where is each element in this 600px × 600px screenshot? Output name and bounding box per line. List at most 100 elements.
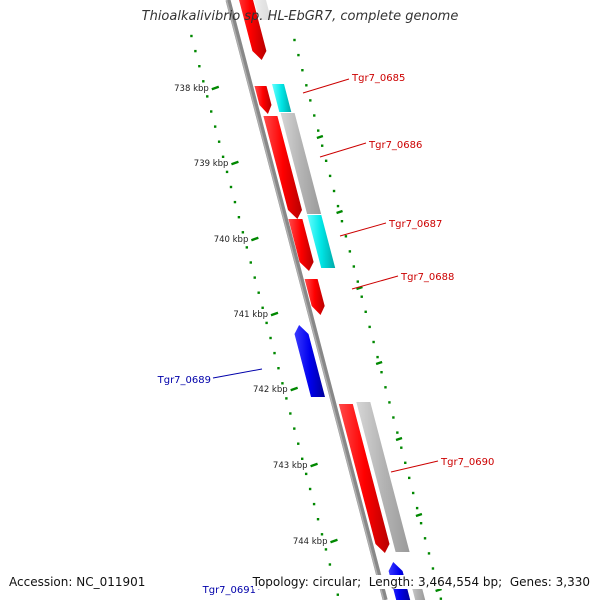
track-dot xyxy=(352,265,356,268)
scale-label: 740 kbp xyxy=(214,235,249,245)
track-dot xyxy=(305,84,308,87)
scale-major-tick xyxy=(290,386,299,392)
length-label: Length: xyxy=(368,575,415,589)
topology-value: circular xyxy=(312,575,358,589)
scale-dot xyxy=(225,170,229,174)
track-dot xyxy=(427,552,431,555)
cds-feature-bar xyxy=(254,0,272,20)
track-major-tick xyxy=(316,134,324,140)
track-dot xyxy=(344,235,348,238)
rna-feature-bar xyxy=(307,215,336,268)
gene-leader-line xyxy=(212,368,263,379)
scale-dot xyxy=(304,472,308,476)
gene-leader-line xyxy=(339,222,387,237)
scale-label: 742 kbp xyxy=(253,385,288,395)
track-major-tick xyxy=(415,512,423,518)
accession-info: Accession: NC_011901 xyxy=(9,575,146,589)
gene-arrow-tgr7_0686[interactable] xyxy=(263,116,302,219)
track-dot xyxy=(317,129,320,132)
track-major-tick xyxy=(435,587,442,593)
track-major-tick xyxy=(395,436,403,442)
gene-label-tgr7_0691[interactable]: Tgr7_0691 xyxy=(202,585,256,596)
gene-label-tgr7_0685[interactable]: Tgr7_0685 xyxy=(351,73,405,84)
gene-label-tgr7_0688[interactable]: Tgr7_0688 xyxy=(400,272,454,283)
scale-dot xyxy=(301,457,304,460)
gene-leader-line xyxy=(351,275,399,290)
scale-dot xyxy=(210,110,213,113)
scale-dot xyxy=(320,533,324,536)
scale-dot xyxy=(285,397,288,400)
track-dot xyxy=(356,280,359,283)
track-dot xyxy=(439,597,443,600)
track-dot xyxy=(332,189,336,193)
cds-feature-bar xyxy=(356,402,410,552)
track-dot xyxy=(293,38,296,42)
track-dot xyxy=(348,250,352,253)
gene-arrow-tgr7_0690[interactable] xyxy=(338,404,390,553)
gene-arrow-tgr7_0685[interactable] xyxy=(254,86,272,114)
track-dot xyxy=(415,506,419,510)
scale-dot xyxy=(281,382,284,385)
track-dot xyxy=(431,567,435,570)
track-dot xyxy=(320,144,324,147)
track-dot xyxy=(423,537,427,540)
track-dot xyxy=(313,114,316,117)
gene-arrow-prev[interactable] xyxy=(234,0,267,60)
scale-dot xyxy=(316,518,320,521)
genome-backbone-highlight xyxy=(225,0,385,600)
track-dot xyxy=(400,446,403,449)
track-dot xyxy=(368,325,371,329)
gene-label-tgr7_0686[interactable]: Tgr7_0686 xyxy=(368,140,422,151)
scale-label: 738 kbp xyxy=(174,84,209,94)
scale-major-tick xyxy=(310,462,318,468)
rna-feature-bar xyxy=(272,84,292,112)
track-major-tick xyxy=(356,285,363,291)
scale-label: 741 kbp xyxy=(233,310,268,320)
gene-leader-line xyxy=(319,142,367,158)
gene-leader-line xyxy=(390,460,439,473)
scale-major-tick xyxy=(231,160,239,166)
topology-label: Topology: xyxy=(252,575,309,589)
track-dot xyxy=(309,99,312,102)
scale-dot xyxy=(277,367,280,370)
gene-label-tgr7_0687[interactable]: Tgr7_0687 xyxy=(388,219,442,230)
track-dot xyxy=(364,310,367,313)
track-dot xyxy=(388,401,391,404)
genome-title: Thioalkalivibrio sp. HL-EbGR7, complete … xyxy=(141,9,459,24)
track-major-tick xyxy=(336,209,343,215)
track-dot xyxy=(380,371,383,374)
gene-leader-line xyxy=(302,78,350,94)
cds-feature-bar xyxy=(280,113,322,214)
scale-dot xyxy=(194,49,197,53)
track-dot xyxy=(336,204,340,208)
scale-major-tick xyxy=(330,538,338,544)
gene-label-tgr7_0689[interactable]: Tgr7_0689 xyxy=(157,375,211,386)
track-dot xyxy=(360,295,363,298)
scale-dot xyxy=(336,593,340,596)
scale-label: 743 kbp xyxy=(273,461,308,471)
track-dot xyxy=(301,69,304,72)
gene-arrow-tgr7_0687[interactable] xyxy=(288,219,314,271)
scale-dot xyxy=(261,306,264,309)
genome-stats: Topology: circular; Length: 3,464,554 bp… xyxy=(252,575,590,589)
track-dot xyxy=(392,416,395,419)
scale-dot xyxy=(217,140,221,143)
track-dot xyxy=(411,491,415,495)
scale-label: 739 kbp xyxy=(194,159,229,169)
gene-label-tgr7_0690[interactable]: Tgr7_0690 xyxy=(440,457,494,468)
scale-major-tick xyxy=(211,85,220,91)
track-major-tick xyxy=(375,360,383,366)
track-dot xyxy=(419,522,423,525)
length-value: 3,464,554 bp xyxy=(418,575,499,589)
track-dot xyxy=(297,53,300,57)
scale-label: 744 kbp xyxy=(293,537,328,547)
track-dot xyxy=(372,340,375,344)
scale-dot xyxy=(202,80,205,83)
scale-dot xyxy=(289,412,292,415)
scale-dot xyxy=(312,502,316,506)
accession-label: Accession: xyxy=(9,575,73,589)
gene-arrow-tgr7_0688[interactable] xyxy=(304,279,325,315)
gene-arrow-tgr7_0689[interactable] xyxy=(294,325,326,397)
scale-dot xyxy=(198,65,201,68)
scale-dot xyxy=(273,351,276,355)
